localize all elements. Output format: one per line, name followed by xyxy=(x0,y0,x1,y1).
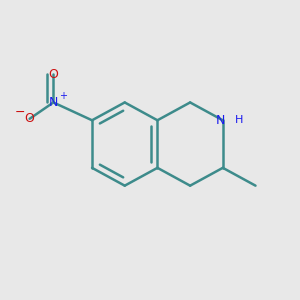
Text: −: − xyxy=(15,106,26,119)
Text: +: + xyxy=(59,91,67,101)
Text: O: O xyxy=(49,68,58,81)
Text: H: H xyxy=(235,115,244,125)
Text: N: N xyxy=(49,96,58,109)
Text: N: N xyxy=(216,114,225,127)
Text: O: O xyxy=(25,112,34,125)
